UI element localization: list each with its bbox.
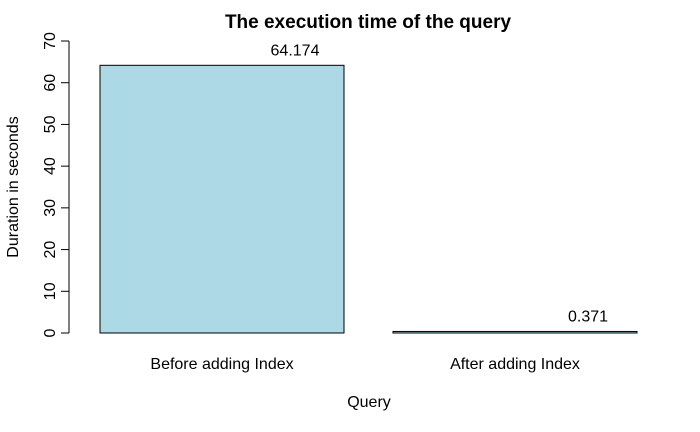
y-tick-label: 20 xyxy=(42,241,59,259)
y-axis-label: Duration in seconds xyxy=(5,116,22,257)
y-axis: 0 10 20 30 40 50 60 70 xyxy=(42,32,70,337)
y-tick-label: 10 xyxy=(42,282,59,300)
bars xyxy=(99,64,638,334)
y-tick-label: 0 xyxy=(42,328,59,337)
category-label: Before adding Index xyxy=(150,356,293,373)
chart-title: The execution time of the query xyxy=(225,12,512,33)
data-labels: 64.174 0.371 xyxy=(271,42,609,325)
y-tick-label: 70 xyxy=(42,32,59,50)
bar xyxy=(99,64,345,334)
y-tick-label: 40 xyxy=(42,157,59,175)
y-tick-label: 30 xyxy=(42,199,59,217)
bar xyxy=(392,330,638,334)
x-axis-label: Query xyxy=(347,394,391,411)
bar-data-label: 0.371 xyxy=(568,308,608,325)
y-tick-label: 60 xyxy=(42,74,59,92)
category-labels: Before adding Index After adding Index xyxy=(150,356,580,373)
y-tick-label: 50 xyxy=(42,115,59,133)
bar-data-label: 64.174 xyxy=(271,42,320,59)
category-label: After adding Index xyxy=(450,356,580,373)
